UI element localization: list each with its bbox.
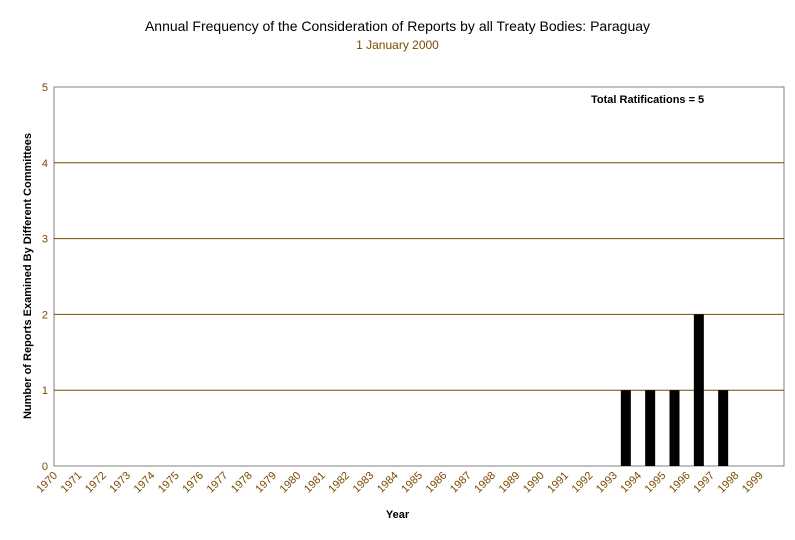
bar-1997: [718, 390, 729, 466]
y-tick-label: 5: [42, 82, 48, 94]
y-tick-label: 0: [42, 461, 48, 473]
x-tick-label: 1988: [472, 470, 498, 496]
x-tick-label: 1998: [716, 470, 742, 496]
x-tick-label: 1999: [740, 470, 766, 496]
x-tick-label: 1974: [132, 470, 158, 496]
chart-title: Annual Frequency of the Consideration of…: [144, 18, 651, 34]
x-tick-label: 1993: [594, 470, 620, 496]
y-tick-labels: 0 1 2 3 4 5: [42, 82, 48, 473]
total-ratifications-annotation: Total Ratifications = 5: [591, 94, 705, 106]
x-tick-label: 1982: [326, 470, 352, 496]
bar-1994: [645, 390, 656, 466]
x-tick-label: 1977: [205, 470, 231, 496]
x-tick-label: 1976: [180, 470, 206, 496]
y-tick-label: 2: [42, 309, 48, 321]
x-tick-label: 1971: [59, 470, 85, 496]
x-tick-label: 1978: [229, 470, 255, 496]
x-tick-label: 1973: [107, 470, 133, 496]
bar-1996: [693, 314, 704, 466]
x-tick-label: 1997: [691, 470, 717, 496]
x-tick-label: 1990: [521, 470, 547, 496]
x-tick-label: 1975: [156, 470, 182, 496]
x-tick-label: 1979: [253, 470, 279, 496]
y-tick-label: 3: [42, 234, 48, 246]
x-tick-label: 1987: [448, 470, 474, 496]
x-tick-label: 1995: [643, 470, 669, 496]
bar-1993: [620, 390, 631, 466]
x-tick-label: 1991: [545, 470, 571, 496]
y-axis-label: Number of Reports Examined By Different …: [22, 132, 34, 420]
y-tick-label: 1: [42, 385, 48, 397]
x-tick-label: 1970: [34, 470, 60, 496]
x-tick-label: 1972: [83, 470, 109, 496]
bars: [620, 314, 729, 466]
x-axis-label: Year: [385, 509, 410, 521]
plot-area: [53, 86, 785, 467]
x-tick-labels: 1970197119721973197419751976197719781979…: [34, 470, 765, 496]
x-tick-label: 1992: [570, 470, 596, 496]
x-tick-label: 1986: [424, 470, 450, 496]
x-tick-label: 1981: [302, 470, 328, 496]
x-tick-label: 1984: [375, 470, 401, 496]
x-tick-label: 1996: [667, 470, 693, 496]
x-tick-label: 1994: [618, 470, 644, 496]
gridlines: [54, 162, 784, 391]
x-tick-label: 1985: [399, 470, 425, 496]
x-tick-label: 1989: [497, 470, 523, 496]
chart-subtitle: 1 January 2000: [356, 38, 439, 52]
x-tick-label: 1980: [278, 470, 304, 496]
y-tick-label: 4: [42, 158, 48, 170]
bar-1995: [669, 390, 680, 466]
x-tick-label: 1983: [351, 470, 377, 496]
